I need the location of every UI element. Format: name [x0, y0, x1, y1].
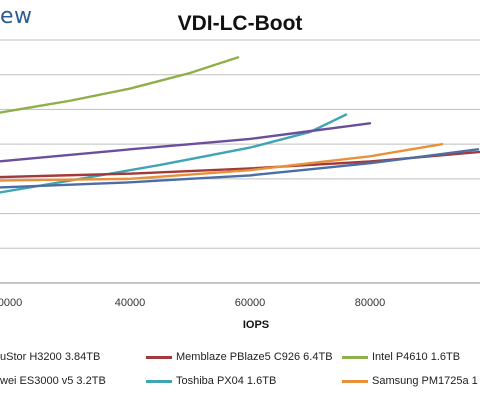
legend-item-samsung: Samsung PM1725a 1: [342, 375, 478, 387]
legend-label-intel: Intel P4610 1.6TB: [372, 351, 461, 363]
legend-item-ustor: uStor H3200 3.84TB: [0, 351, 100, 363]
series-line-4: [0, 142, 444, 182]
chart-legend: uStor H3200 3.84TB Memblaze PBlaze5 C926…: [0, 345, 480, 395]
x-tick-label: 80000: [355, 297, 386, 309]
legend-item-toshiba: Toshiba PX04 1.6TB: [146, 375, 276, 387]
legend-label-samsung: Samsung PM1725a 1: [372, 375, 478, 387]
legend-label-huawei: wei ES3000 v5 3.2TB: [0, 375, 106, 387]
x-tick-label: 60000: [235, 297, 266, 309]
legend-swatch-toshiba: [146, 379, 172, 383]
legend-swatch-memblaze: [146, 355, 172, 359]
x-axis-tick-labels: 0000 40000 60000 80000: [0, 297, 385, 309]
chart-title: VDI-LC-Boot: [177, 12, 303, 35]
series-line-0: [0, 56, 240, 114]
chart-series-lines: [0, 56, 480, 194]
legend-label-memblaze: Memblaze PBlaze5 C926 6.4TB: [176, 351, 333, 363]
series-line-5: [0, 148, 480, 189]
legend-item-huawei: wei ES3000 v5 3.2TB: [0, 375, 106, 387]
brand-logo-fragment: ew: [0, 4, 33, 29]
x-tick-label: 40000: [115, 297, 146, 309]
chart-gridlines: [0, 39, 480, 284]
legend-swatch-intel: [342, 355, 368, 359]
legend-label-ustor: uStor H3200 3.84TB: [0, 351, 101, 363]
x-tick-label: 0000: [0, 297, 22, 309]
legend-item-memblaze: Memblaze PBlaze5 C926 6.4TB: [146, 351, 333, 363]
legend-item-intel: Intel P4610 1.6TB: [342, 351, 460, 363]
legend-label-toshiba: Toshiba PX04 1.6TB: [176, 375, 277, 387]
legend-swatch-samsung: [342, 379, 368, 383]
x-axis-title: IOPS: [243, 319, 269, 331]
series-line-2: [0, 122, 372, 163]
